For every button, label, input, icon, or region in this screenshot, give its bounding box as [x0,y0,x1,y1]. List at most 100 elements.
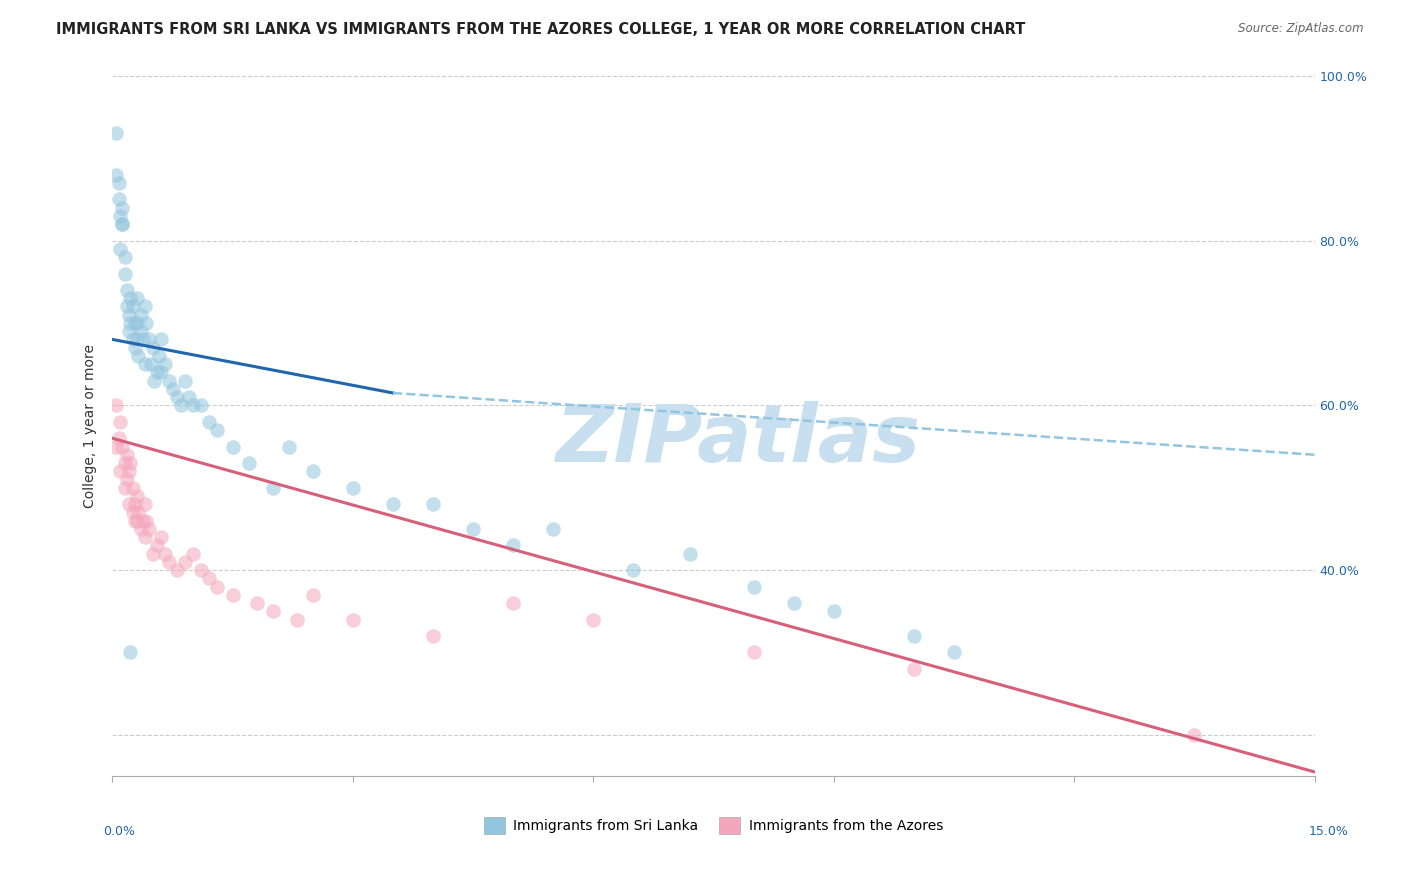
Point [105,398,128,412]
Point [543,522,565,536]
Point [114,481,136,495]
Point [277,440,299,454]
Point [117,497,139,511]
Point [138,522,160,536]
Point [114,456,136,470]
Point [129,308,152,322]
Point [149,530,172,544]
Point [181,547,204,561]
Point [582,613,605,627]
Point [141,547,165,561]
Point [135,316,157,330]
Point [120,291,142,305]
Point [111,217,134,231]
Point [108,176,131,190]
Point [823,604,845,618]
Point [157,555,180,569]
Point [145,365,167,379]
Point [110,415,132,429]
Point [197,415,219,429]
Point [132,333,155,347]
Point [145,538,167,552]
Legend: Immigrants from Sri Lanka, Immigrants from the Azores: Immigrants from Sri Lanka, Immigrants fr… [478,811,949,839]
Point [149,333,172,347]
Point [162,382,184,396]
Point [117,308,139,322]
Point [134,357,156,371]
Point [342,481,364,495]
Point [111,217,134,231]
Point [302,464,325,478]
Point [121,481,143,495]
Point [422,629,444,643]
Text: 0.0%: 0.0% [104,825,135,838]
Point [129,324,152,338]
Point [903,629,925,643]
Point [153,547,176,561]
Point [138,333,160,347]
Point [262,604,284,618]
Point [124,316,146,330]
Point [115,473,138,487]
Point [623,563,645,577]
Point [110,242,132,256]
Point [382,497,405,511]
Point [111,201,134,215]
Text: ZIPatlas: ZIPatlas [555,401,920,479]
Point [134,300,156,314]
Point [285,613,308,627]
Point [262,481,284,495]
Point [148,349,170,363]
Point [120,456,142,470]
Point [173,374,195,388]
Point [903,662,925,676]
Point [124,341,146,355]
Point [190,398,212,412]
Point [169,398,191,412]
Point [222,440,245,454]
Point [166,390,188,404]
Point [115,283,138,297]
Point [246,596,269,610]
Point [205,580,228,594]
Point [742,645,765,659]
Point [173,555,195,569]
Point [124,514,146,528]
Point [105,440,128,454]
Point [742,580,765,594]
Point [422,497,444,511]
Point [166,563,188,577]
Point [132,514,155,528]
Point [141,341,165,355]
Point [143,374,166,388]
Point [153,357,176,371]
Text: Source: ZipAtlas.com: Source: ZipAtlas.com [1239,22,1364,36]
Point [342,613,364,627]
Point [127,505,149,519]
Point [115,448,138,462]
Point [121,505,143,519]
Point [502,538,524,552]
Point [181,398,204,412]
Point [134,497,156,511]
Point [125,489,148,503]
Point [125,316,148,330]
Point [114,267,136,281]
Point [117,464,139,478]
Point [108,193,131,207]
Point [205,423,228,437]
Point [111,440,134,454]
Point [943,645,966,659]
Point [502,596,524,610]
Point [120,645,142,659]
Point [125,333,148,347]
Text: 15.0%: 15.0% [1309,825,1348,838]
Point [678,547,700,561]
Point [463,522,485,536]
Point [125,291,148,305]
Point [783,596,806,610]
Point [117,324,139,338]
Point [110,209,132,223]
Point [105,127,128,141]
Point [238,456,260,470]
